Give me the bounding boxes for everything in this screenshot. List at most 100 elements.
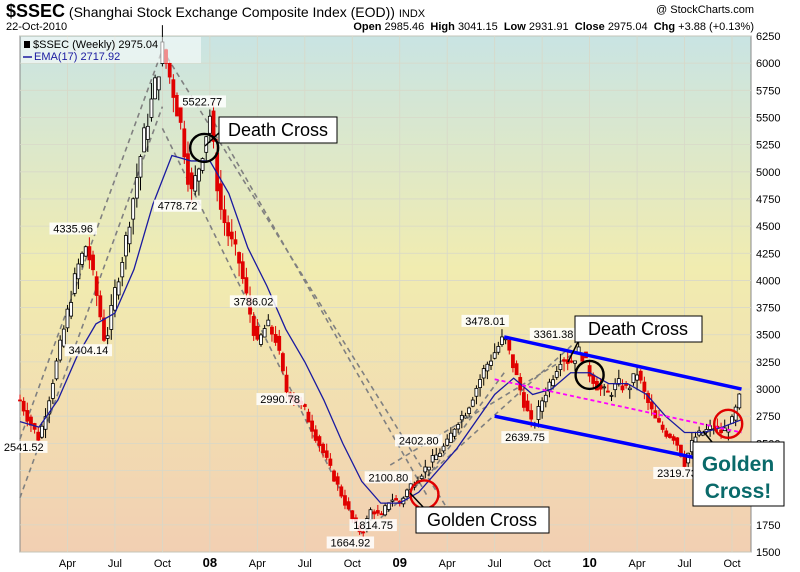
- candle-body: [521, 392, 526, 408]
- candle-body: [642, 381, 647, 392]
- candle-body: [306, 411, 311, 423]
- candle-body: [605, 390, 610, 393]
- point-label-bg: [461, 314, 509, 327]
- candle-body: [660, 424, 665, 430]
- candle-body: [189, 172, 194, 190]
- candle-body: [262, 328, 267, 338]
- y-tick-label: 3750: [756, 303, 780, 315]
- y-tick-label: 1750: [756, 520, 780, 532]
- candle-body: [207, 115, 212, 134]
- candle-body: [109, 304, 114, 330]
- candle-body: [587, 365, 592, 377]
- candle-body: [18, 399, 22, 402]
- y-tick-label: 5000: [756, 167, 780, 179]
- chart-date: 22-Oct-2010: [6, 21, 68, 33]
- candle-body: [467, 407, 472, 414]
- y-tick-label: 3250: [756, 357, 780, 369]
- golden-cross-label-2a: Golden: [702, 453, 774, 476]
- x-tick-label: Oct: [534, 558, 551, 570]
- candle-body: [361, 531, 366, 534]
- candle-body: [478, 379, 482, 389]
- candle-body: [445, 438, 450, 446]
- candle-body: [211, 110, 216, 142]
- open-label: Open: [353, 21, 382, 33]
- candle-body: [58, 339, 63, 361]
- candle-body: [259, 334, 263, 345]
- x-tick-label: 10: [582, 555, 596, 570]
- death-cross-label-1: Death Cross: [228, 120, 328, 140]
- candle-body: [131, 198, 136, 220]
- candle-body: [229, 231, 234, 240]
- candle-body: [474, 387, 479, 397]
- candle-body: [313, 429, 318, 441]
- dashed-trendline: [427, 372, 505, 477]
- candle-body: [551, 379, 555, 387]
- candle-body: [273, 334, 278, 343]
- candle-body: [200, 158, 205, 171]
- ohlc-readout: Open 2985.46 High 3041.15 Low 2931.91 Cl…: [353, 21, 754, 33]
- candle-body: [511, 354, 515, 369]
- candle-body: [558, 363, 563, 370]
- dashed-trendline: [19, 49, 164, 440]
- candle-body: [123, 235, 128, 257]
- channel-upper-line: [503, 335, 742, 391]
- candle-body: [102, 317, 106, 341]
- point-label: 5522.77: [182, 96, 222, 108]
- candle-body: [602, 386, 607, 389]
- point-label-bg: [326, 536, 375, 549]
- candle-body: [737, 393, 742, 409]
- candle-body: [441, 445, 446, 452]
- candle-body: [91, 254, 95, 271]
- source-credit: @ StockCharts.com: [656, 4, 754, 16]
- candle-body: [54, 360, 59, 380]
- candle-body: [489, 360, 493, 366]
- candle-body: [255, 325, 260, 340]
- channel-mid-line: [494, 378, 742, 434]
- high-label: High: [430, 21, 455, 33]
- chart-header: $SSEC (Shanghai Stock Exchange Composite…: [0, 0, 800, 36]
- y-tick-label: 6250: [756, 31, 780, 43]
- high-value: 3041.15: [457, 21, 498, 33]
- candle-body: [21, 400, 26, 412]
- x-tick-label: Apr: [59, 558, 76, 570]
- point-label: 3361.38: [534, 329, 574, 341]
- candle-body: [80, 252, 84, 265]
- candle-body: [50, 383, 55, 399]
- point-label-bg: [256, 393, 304, 406]
- candle-body: [562, 359, 566, 362]
- y-tick-label: 4750: [756, 194, 780, 206]
- candle-body: [456, 424, 461, 430]
- point-label: 2402.80: [399, 435, 439, 447]
- candle-body: [277, 335, 282, 351]
- candle-body: [507, 339, 512, 351]
- candle-body: [554, 371, 559, 378]
- candle-body: [485, 363, 490, 372]
- golden-cross-label-1: Golden Cross: [427, 510, 537, 530]
- candle-body: [635, 374, 639, 381]
- candle-body: [638, 370, 643, 381]
- point-label: 3786.02: [234, 296, 274, 308]
- point-label: 1664.92: [330, 537, 370, 549]
- candle-body: [452, 428, 457, 437]
- candle-body: [266, 319, 271, 327]
- candle-body: [87, 246, 92, 261]
- candle-body: [375, 510, 380, 514]
- candle-body: [394, 498, 398, 501]
- x-tick-label: 08: [203, 555, 217, 570]
- candle-body: [423, 466, 428, 473]
- candle-body: [69, 302, 74, 317]
- candle-body: [167, 62, 172, 78]
- point-label-bg: [501, 431, 549, 444]
- candle-body: [240, 261, 245, 280]
- x-axis: Apr Jul Oct 08 Apr Jul Oct 09 Apr Jul Oct 10 Apr Jul O…: [59, 555, 741, 570]
- y-tick-label: 4500: [756, 221, 780, 233]
- candle-body: [657, 418, 661, 423]
- candle-body: [500, 336, 504, 345]
- candle-body: [127, 226, 132, 245]
- point-label-bg: [349, 519, 397, 532]
- candle-body: [368, 509, 373, 521]
- annotation-golden-cross-1: Golden Cross: [409, 492, 550, 534]
- candle-body: [25, 410, 30, 422]
- candle-body: [427, 466, 431, 471]
